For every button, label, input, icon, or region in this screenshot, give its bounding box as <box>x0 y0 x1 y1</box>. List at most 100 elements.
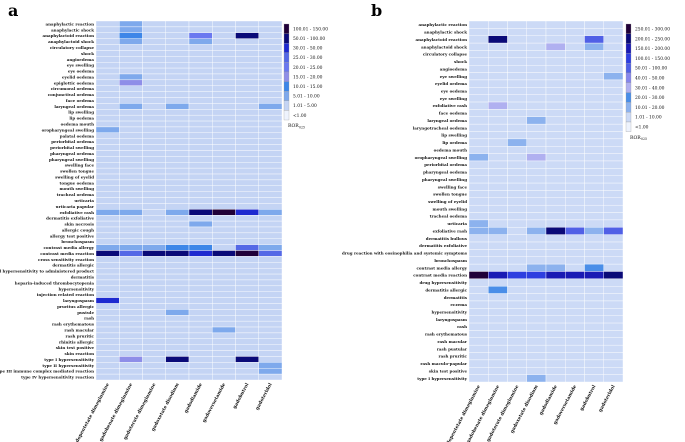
heatmap-cell <box>526 241 547 250</box>
heatmap-cell <box>565 359 585 368</box>
row-label: pustule <box>77 310 94 315</box>
row-label: anaphylactic shock <box>51 27 94 32</box>
heatmap-cell <box>603 131 624 140</box>
heatmap-cell <box>119 279 143 287</box>
heatmap-cell <box>235 309 259 316</box>
heatmap-cell <box>545 374 566 383</box>
heatmap-cell <box>584 190 604 199</box>
heatmap-cell <box>507 168 527 176</box>
heatmap-cell <box>212 303 236 310</box>
heatmap-cell <box>212 285 236 292</box>
heatmap-cell <box>526 249 547 257</box>
row-label: anaphylactic reaction <box>419 22 468 27</box>
heatmap-cell <box>119 368 143 375</box>
heatmap-cell <box>235 67 259 75</box>
heatmap-cell <box>165 332 190 340</box>
heatmap-cell <box>488 123 508 132</box>
legend-swatch <box>625 112 632 123</box>
heatmap-cell <box>188 373 213 381</box>
heatmap-cell <box>212 26 236 33</box>
legend-swatch <box>625 121 632 132</box>
heatmap-cell <box>142 73 166 81</box>
heatmap-cell <box>165 144 190 151</box>
heatmap-cell <box>235 315 259 322</box>
heatmap-cell <box>565 374 585 383</box>
row-label: periorbital swelling <box>50 145 94 150</box>
heatmap-cell <box>488 197 508 206</box>
row-label: mouth swelling <box>433 206 468 211</box>
heatmap-cell <box>603 57 624 66</box>
heatmap-cell <box>188 226 213 234</box>
legend-label: 1.01 - 5.00 <box>293 104 317 109</box>
heatmap-cell <box>584 278 604 287</box>
heatmap-cell <box>584 219 604 228</box>
heatmap-cell <box>584 182 604 191</box>
heatmap-cell <box>258 73 283 81</box>
heatmap-cell <box>258 320 283 328</box>
heatmap-cell <box>235 373 259 381</box>
heatmap-cell <box>188 144 213 151</box>
legend: 250.01 - 300.00 200.01 - 250.00 150.01 - 2… <box>625 23 670 141</box>
legend-swatch <box>625 102 632 113</box>
heatmap-cell <box>95 356 120 363</box>
legend-swatch <box>625 33 632 44</box>
heatmap-cell <box>603 278 624 287</box>
heatmap-cell <box>545 293 566 302</box>
heatmap-cell <box>95 114 120 122</box>
heatmap-cell <box>584 322 604 331</box>
heatmap-cell <box>165 373 190 381</box>
heatmap-cell <box>165 368 190 375</box>
heatmap-cell <box>235 226 259 234</box>
heatmap-cell <box>507 256 527 265</box>
heatmap-cell <box>545 160 566 169</box>
row-label: shock <box>81 51 94 56</box>
row-label: type III immune complex mediated reactio… <box>0 369 94 374</box>
heatmap-cell <box>235 62 259 69</box>
heatmap-cell <box>526 359 547 368</box>
heatmap-cell <box>165 114 190 122</box>
heatmap-cell <box>235 150 259 157</box>
heatmap-cell <box>545 138 566 147</box>
heatmap-cell <box>507 204 527 213</box>
heatmap-cell <box>95 232 120 239</box>
heatmap-cell <box>119 256 143 263</box>
heatmap-cell <box>142 297 166 304</box>
row-label: shock <box>454 59 467 64</box>
heatmap-cell <box>212 291 236 298</box>
heatmap-cell <box>95 173 120 181</box>
row-label: periorbital oedema <box>51 139 94 144</box>
heatmap-cell <box>212 79 236 86</box>
row-label: exfoliative rash <box>433 103 468 108</box>
heatmap-cell <box>584 20 604 29</box>
row-label: swelling of eyelid <box>55 174 94 179</box>
heatmap-cell <box>488 286 508 294</box>
heatmap-cell <box>507 197 527 206</box>
heatmap-cell <box>212 85 236 92</box>
heatmap-cell <box>165 179 190 186</box>
heatmap-cell <box>95 226 120 234</box>
heatmap-cell <box>212 320 236 328</box>
heatmap-cell <box>526 330 547 338</box>
heatmap-cell <box>212 185 236 192</box>
heatmap-cell <box>165 26 190 33</box>
heatmap-cell <box>188 291 213 298</box>
legend-label: 10.01 - 15.00 <box>293 85 323 90</box>
heatmap-cell <box>545 182 566 191</box>
row-label: angioedema <box>440 66 468 71</box>
heatmap-cell <box>526 94 547 103</box>
heatmap-cell <box>584 256 604 265</box>
heatmap-cell <box>565 227 585 235</box>
heatmap-cell <box>507 94 527 103</box>
heatmap-cell <box>119 303 143 310</box>
heatmap-cell <box>258 344 283 351</box>
heatmap-cell <box>235 79 259 86</box>
row-label: palatal oedema <box>60 133 95 138</box>
heatmap-cell <box>545 72 566 81</box>
row-label: contrast media reaction <box>40 251 94 256</box>
heatmap-cell <box>258 156 283 163</box>
heatmap-cell <box>142 185 166 192</box>
heatmap-cell <box>235 320 259 328</box>
heatmap-cell <box>468 352 489 361</box>
heatmap-cell <box>468 28 489 36</box>
